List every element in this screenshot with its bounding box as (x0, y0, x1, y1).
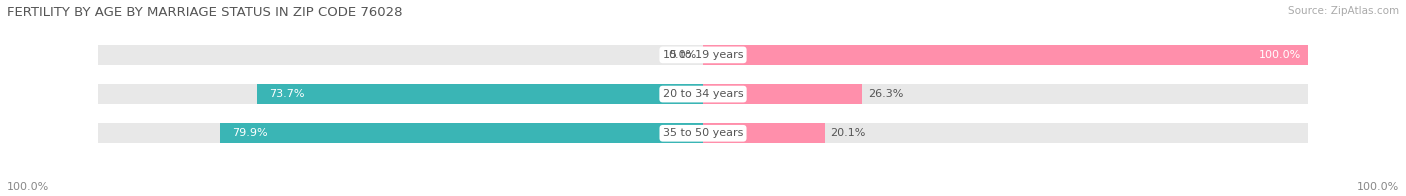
Text: FERTILITY BY AGE BY MARRIAGE STATUS IN ZIP CODE 76028: FERTILITY BY AGE BY MARRIAGE STATUS IN Z… (7, 6, 402, 19)
Bar (98, 45, 1308, 65)
Text: 0.0%: 0.0% (669, 50, 697, 60)
Bar (703, 123, 824, 143)
Bar (98, 84, 1308, 104)
Bar (703, 45, 1308, 65)
Bar (703, 84, 862, 104)
Bar (257, 84, 703, 104)
Text: 20 to 34 years: 20 to 34 years (662, 89, 744, 99)
Bar (219, 123, 703, 143)
Text: 26.3%: 26.3% (868, 89, 904, 99)
Text: 20.1%: 20.1% (831, 128, 866, 138)
Text: Source: ZipAtlas.com: Source: ZipAtlas.com (1288, 6, 1399, 16)
Text: 73.7%: 73.7% (270, 89, 305, 99)
Text: 100.0%: 100.0% (7, 182, 49, 192)
Text: 15 to 19 years: 15 to 19 years (662, 50, 744, 60)
Text: 100.0%: 100.0% (1260, 50, 1302, 60)
Text: 79.9%: 79.9% (232, 128, 267, 138)
Bar (98, 123, 1308, 143)
Text: 100.0%: 100.0% (1357, 182, 1399, 192)
Text: 35 to 50 years: 35 to 50 years (662, 128, 744, 138)
